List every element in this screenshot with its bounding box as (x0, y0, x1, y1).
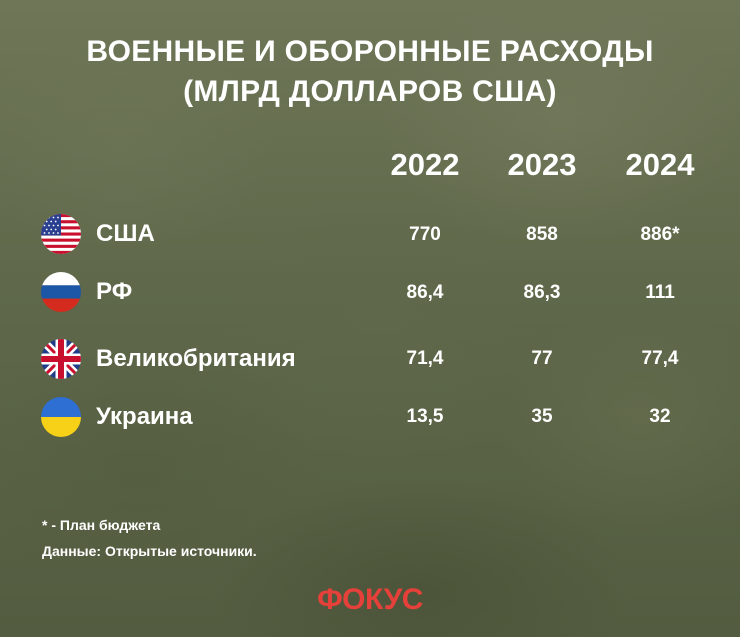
value-usa-2023: 858 (526, 224, 558, 245)
chart-title: ВОЕННЫЕ И ОБОРОННЫЕ РАСХОДЫ (МЛРД ДОЛЛАР… (0, 32, 740, 112)
budget-plan-footnote: * - План бюджета (42, 517, 161, 533)
value-uk-2024: 77,4 (641, 348, 679, 369)
value-russia-2023: 86,3 (523, 282, 561, 303)
country-label-uk: Великобритания (96, 345, 296, 372)
title-line-1: ВОЕННЫЕ И ОБОРОННЫЕ РАСХОДЫ (86, 35, 654, 68)
data-source-note: Данные: Открытые источники. (42, 543, 257, 559)
fokus-logo: ФОКУС (317, 583, 423, 616)
year-header-2022: 2022 (390, 147, 460, 182)
value-russia-2024: 111 (645, 282, 675, 303)
ukraine-flag-icon (41, 397, 81, 437)
value-russia-2022: 86,4 (406, 282, 444, 303)
value-ukraine-2023: 35 (531, 406, 553, 427)
value-uk-2023: 77 (531, 348, 553, 369)
usa-flag-icon (41, 214, 81, 254)
russia-flag-icon (41, 272, 81, 312)
value-ukraine-2024: 32 (649, 406, 671, 427)
value-ukraine-2022: 13,5 (406, 406, 444, 427)
uk-flag-icon (41, 339, 81, 379)
year-header-2024: 2024 (625, 147, 695, 182)
country-label-russia: РФ (96, 278, 133, 305)
value-usa-2022: 770 (409, 224, 441, 245)
year-header-2023: 2023 (507, 147, 577, 182)
value-uk-2022: 71,4 (406, 348, 444, 369)
value-usa-2024: 886* (640, 224, 680, 245)
title-line-2: (МЛРД ДОЛЛАРОВ США) (183, 75, 557, 108)
country-label-ukraine: Украина (96, 403, 193, 430)
country-label-usa: США (96, 220, 155, 247)
